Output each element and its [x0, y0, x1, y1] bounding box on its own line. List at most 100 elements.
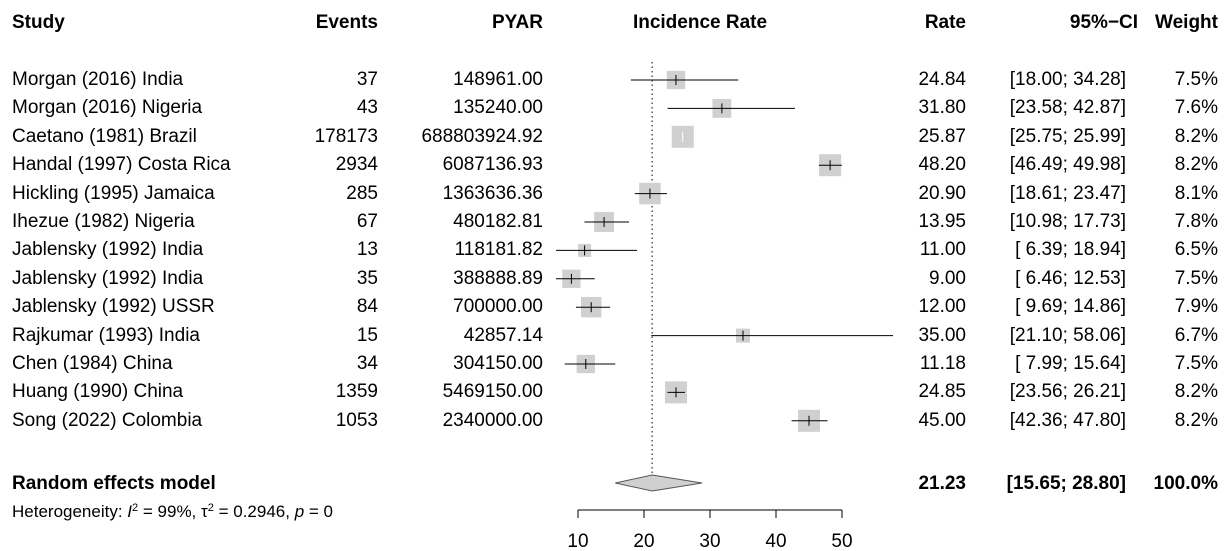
study-events: 34	[356, 353, 378, 374]
study-name: Jablensky (1992) USSR	[12, 296, 215, 318]
study-ci: [23.58; 42.87]	[1009, 97, 1126, 119]
header-study: Study	[12, 12, 65, 33]
study-pyar: 700000.00	[453, 296, 543, 318]
study-name: Handal (1997) Costa Rica	[12, 154, 231, 176]
p-symbol: p	[294, 502, 305, 521]
study-rate: 20.90	[918, 182, 966, 204]
study-weight: 7.9%	[1174, 296, 1218, 318]
study-pyar: 388888.89	[453, 267, 543, 289]
study-rate: 13.95	[918, 211, 966, 232]
study-rate: 24.85	[918, 381, 966, 403]
study-pyar: 118181.82	[454, 239, 543, 261]
i2-value: = 99%,	[138, 502, 202, 521]
study-name: Morgan (2016) India	[12, 69, 184, 90]
summary-weight: 100.0%	[1153, 473, 1218, 494]
summary-rate: 21.23	[918, 473, 966, 494]
x-axis-tick-label: 50	[831, 531, 852, 551]
study-rate: 25.87	[918, 125, 966, 147]
study-weight: 7.5%	[1174, 69, 1218, 90]
study-weight: 7.6%	[1174, 97, 1218, 119]
study-pyar: 688803924.92	[421, 125, 543, 147]
heterogeneity-text: Heterogeneity: I2 = 99%, τ2 = 0.2946, p …	[12, 502, 333, 521]
study-weight: 7.5%	[1174, 267, 1218, 289]
study-pyar: 2340000.00	[442, 409, 543, 431]
summary-ci: [15.65; 28.80]	[1006, 473, 1126, 494]
study-name: Huang (1990) China	[12, 381, 184, 403]
summary-diamond	[615, 474, 703, 492]
study-events: 178173	[314, 125, 378, 147]
p-value: = 0	[304, 502, 333, 521]
header-ci: 95%−CI	[1069, 12, 1138, 33]
header-incidence-rate: Incidence Rate	[632, 12, 768, 33]
study-name: Morgan (2016) Nigeria	[12, 97, 203, 119]
study-events: 15	[356, 324, 378, 346]
study-ci: [42.36; 47.80]	[1009, 409, 1126, 431]
study-name: Chen (1984) China	[12, 353, 173, 374]
study-pyar: 135240.00	[453, 97, 543, 119]
study-events: 1053	[335, 409, 378, 431]
x-axis-tick-label: 40	[765, 531, 786, 551]
study-name: Rajkumar (1993) India	[12, 324, 200, 346]
study-pyar: 148961.00	[453, 69, 543, 90]
i2-symbol: I	[127, 502, 133, 521]
x-axis-tick-label: 30	[699, 531, 720, 551]
study-name: Jablensky (1992) India	[12, 267, 204, 289]
study-weight: 8.2%	[1174, 409, 1218, 431]
study-weight: 6.5%	[1174, 239, 1218, 261]
study-ci: [ 7.99; 15.64]	[1015, 353, 1126, 374]
study-rate: 9.00	[929, 267, 966, 289]
study-name: Caetano (1981) Brazil	[12, 125, 197, 147]
study-rate: 45.00	[918, 409, 966, 431]
tau2-symbol: τ	[201, 502, 208, 521]
study-weight: 7.8%	[1174, 211, 1218, 232]
study-rate: 24.84	[918, 69, 966, 90]
study-weight: 8.2%	[1174, 381, 1218, 403]
study-name: Hickling (1995) Jamaica	[12, 182, 215, 204]
x-axis-tick-label: 10	[567, 531, 588, 551]
study-weight: 7.5%	[1174, 353, 1218, 374]
study-ci: [18.00; 34.28]	[1009, 69, 1126, 90]
study-events: 37	[356, 69, 378, 90]
study-events: 84	[356, 296, 378, 318]
study-events: 13	[356, 239, 378, 261]
header-weight: Weight	[1155, 12, 1218, 33]
study-ci: [25.75; 25.99]	[1009, 125, 1126, 147]
study-pyar: 304150.00	[453, 353, 543, 374]
study-name: Jablensky (1992) India	[12, 239, 204, 261]
study-pyar: 42857.14	[463, 324, 543, 346]
study-events: 2934	[335, 154, 378, 176]
study-weight: 8.1%	[1174, 182, 1218, 204]
study-pyar: 1363636.36	[442, 182, 543, 204]
tau2-value: = 0.2946,	[213, 502, 295, 521]
study-name: Ihezue (1982) Nigeria	[12, 211, 195, 232]
study-rate: 48.20	[918, 154, 966, 176]
study-ci: [ 6.46; 12.53]	[1015, 267, 1126, 289]
study-ci: [ 6.39; 18.94]	[1015, 239, 1126, 261]
study-name: Song (2022) Colombia	[12, 409, 203, 431]
study-rate: 31.80	[918, 97, 966, 119]
study-rate: 12.00	[918, 296, 966, 318]
study-ci: [ 9.69; 14.86]	[1015, 296, 1126, 318]
study-events: 1359	[335, 381, 378, 403]
study-ci: [23.56; 26.21]	[1009, 381, 1126, 403]
study-ci: [18.61; 23.47]	[1009, 182, 1126, 204]
summary-label: Random effects model	[12, 473, 216, 494]
study-ci: [21.10; 58.06]	[1009, 324, 1126, 346]
study-pyar: 480182.81	[453, 211, 543, 232]
study-rate: 11.00	[919, 239, 966, 261]
header-pyar: PYAR	[491, 12, 543, 33]
study-rate: 11.18	[919, 353, 966, 374]
study-events: 43	[356, 97, 378, 119]
study-events: 67	[356, 211, 378, 232]
study-pyar: 5469150.00	[442, 381, 543, 403]
study-events: 35	[356, 267, 378, 289]
study-pyar: 6087136.93	[442, 154, 543, 176]
study-rate: 35.00	[918, 324, 966, 346]
header-rate: Rate	[924, 12, 966, 33]
study-weight: 8.2%	[1174, 154, 1218, 176]
study-ci: [10.98; 17.73]	[1009, 211, 1126, 232]
heterogeneity-prefix: Heterogeneity:	[12, 502, 128, 521]
x-axis-tick-label: 20	[633, 531, 654, 551]
study-events: 285	[346, 182, 378, 204]
